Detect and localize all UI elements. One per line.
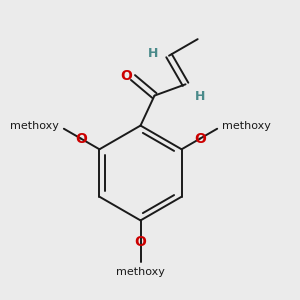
- Text: O: O: [75, 131, 87, 146]
- Text: H: H: [195, 90, 206, 103]
- Text: methoxy: methoxy: [10, 121, 59, 131]
- Text: O: O: [135, 235, 146, 249]
- Text: O: O: [120, 69, 132, 83]
- Text: O: O: [194, 131, 206, 146]
- Text: H: H: [148, 47, 158, 60]
- Text: methoxy: methoxy: [116, 267, 165, 277]
- Text: methoxy: methoxy: [222, 121, 271, 131]
